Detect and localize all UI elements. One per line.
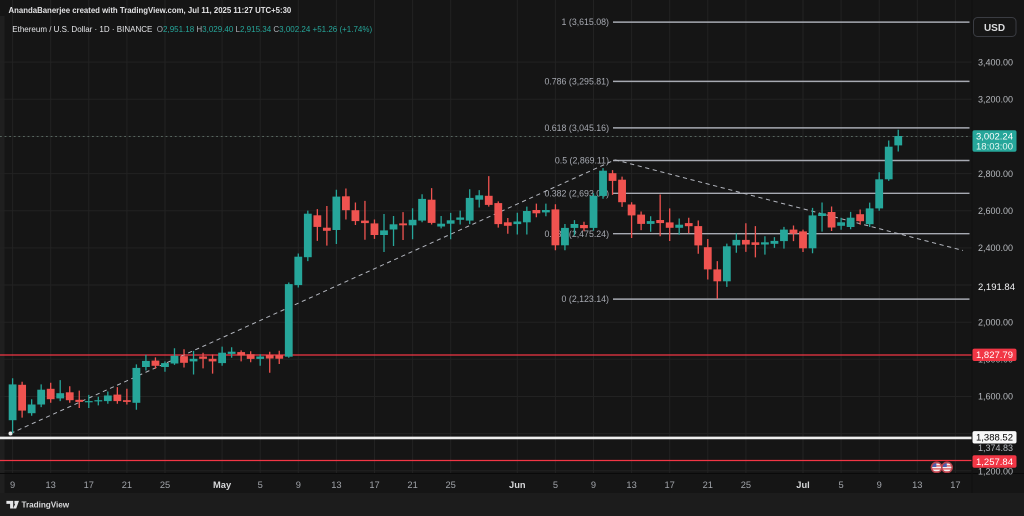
svg-text:17: 17 (369, 480, 379, 490)
svg-text:2,600.00: 2,600.00 (978, 206, 1013, 216)
svg-text:13: 13 (46, 480, 56, 490)
svg-text:5: 5 (258, 480, 263, 490)
svg-text:2,400.00: 2,400.00 (978, 243, 1013, 253)
svg-text:21: 21 (703, 480, 713, 490)
svg-text:1,827.79: 1,827.79 (976, 350, 1013, 361)
svg-text:Ethereum / U.S. Dollar · 1D ·: Ethereum / U.S. Dollar · 1D · BINANCE O2… (12, 25, 372, 34)
svg-text:3,002.24: 3,002.24 (976, 131, 1013, 142)
svg-text:2,000.00: 2,000.00 (978, 317, 1013, 327)
svg-text:9: 9 (10, 480, 15, 490)
svg-text:0 (2,123.14): 0 (2,123.14) (562, 294, 610, 304)
svg-text:25: 25 (160, 480, 170, 490)
svg-text:9: 9 (877, 480, 882, 490)
svg-text:0.382 (2,693.06): 0.382 (2,693.06) (544, 188, 609, 198)
svg-text:1,257.84: 1,257.84 (976, 457, 1013, 468)
svg-text:13: 13 (626, 480, 636, 490)
svg-text:0.236 (2,475.24): 0.236 (2,475.24) (544, 229, 609, 239)
svg-text:17: 17 (84, 480, 94, 490)
svg-text:25: 25 (741, 480, 751, 490)
svg-text:AnandaBanerjee created with Tr: AnandaBanerjee created with TradingView.… (9, 6, 292, 15)
svg-text:3,200.00: 3,200.00 (978, 94, 1013, 104)
svg-text:0.618 (3,045.16): 0.618 (3,045.16) (544, 123, 609, 133)
svg-text:Jul: Jul (796, 480, 809, 490)
svg-text:1,200.00: 1,200.00 (978, 467, 1013, 477)
svg-text:1,374.83: 1,374.83 (978, 443, 1013, 453)
svg-text:2,191.84: 2,191.84 (978, 282, 1015, 293)
svg-text:1 (3,615.08): 1 (3,615.08) (562, 17, 610, 27)
svg-text:13: 13 (912, 480, 922, 490)
svg-text:1,388.52: 1,388.52 (976, 433, 1013, 444)
svg-text:May: May (213, 480, 232, 490)
svg-text:9: 9 (296, 480, 301, 490)
svg-text:TradingView: TradingView (22, 500, 70, 509)
svg-text:Jun: Jun (509, 480, 526, 490)
svg-text:1,600.00: 1,600.00 (978, 392, 1013, 402)
svg-text:5: 5 (839, 480, 844, 490)
svg-text:2,800.00: 2,800.00 (978, 169, 1013, 179)
svg-text:25: 25 (446, 480, 456, 490)
svg-text:3,400.00: 3,400.00 (978, 57, 1013, 67)
svg-text:0.786 (3,295.81): 0.786 (3,295.81) (544, 77, 609, 87)
svg-text:0.5 (2,869.11): 0.5 (2,869.11) (555, 156, 609, 166)
svg-text:USD: USD (984, 23, 1005, 34)
svg-text:21: 21 (122, 480, 132, 490)
svg-text:17: 17 (665, 480, 675, 490)
svg-text:17: 17 (950, 480, 960, 490)
svg-text:18:03:00: 18:03:00 (976, 142, 1013, 153)
svg-text:13: 13 (331, 480, 341, 490)
svg-text:21: 21 (407, 480, 417, 490)
svg-text:9: 9 (591, 480, 596, 490)
svg-text:5: 5 (553, 480, 558, 490)
